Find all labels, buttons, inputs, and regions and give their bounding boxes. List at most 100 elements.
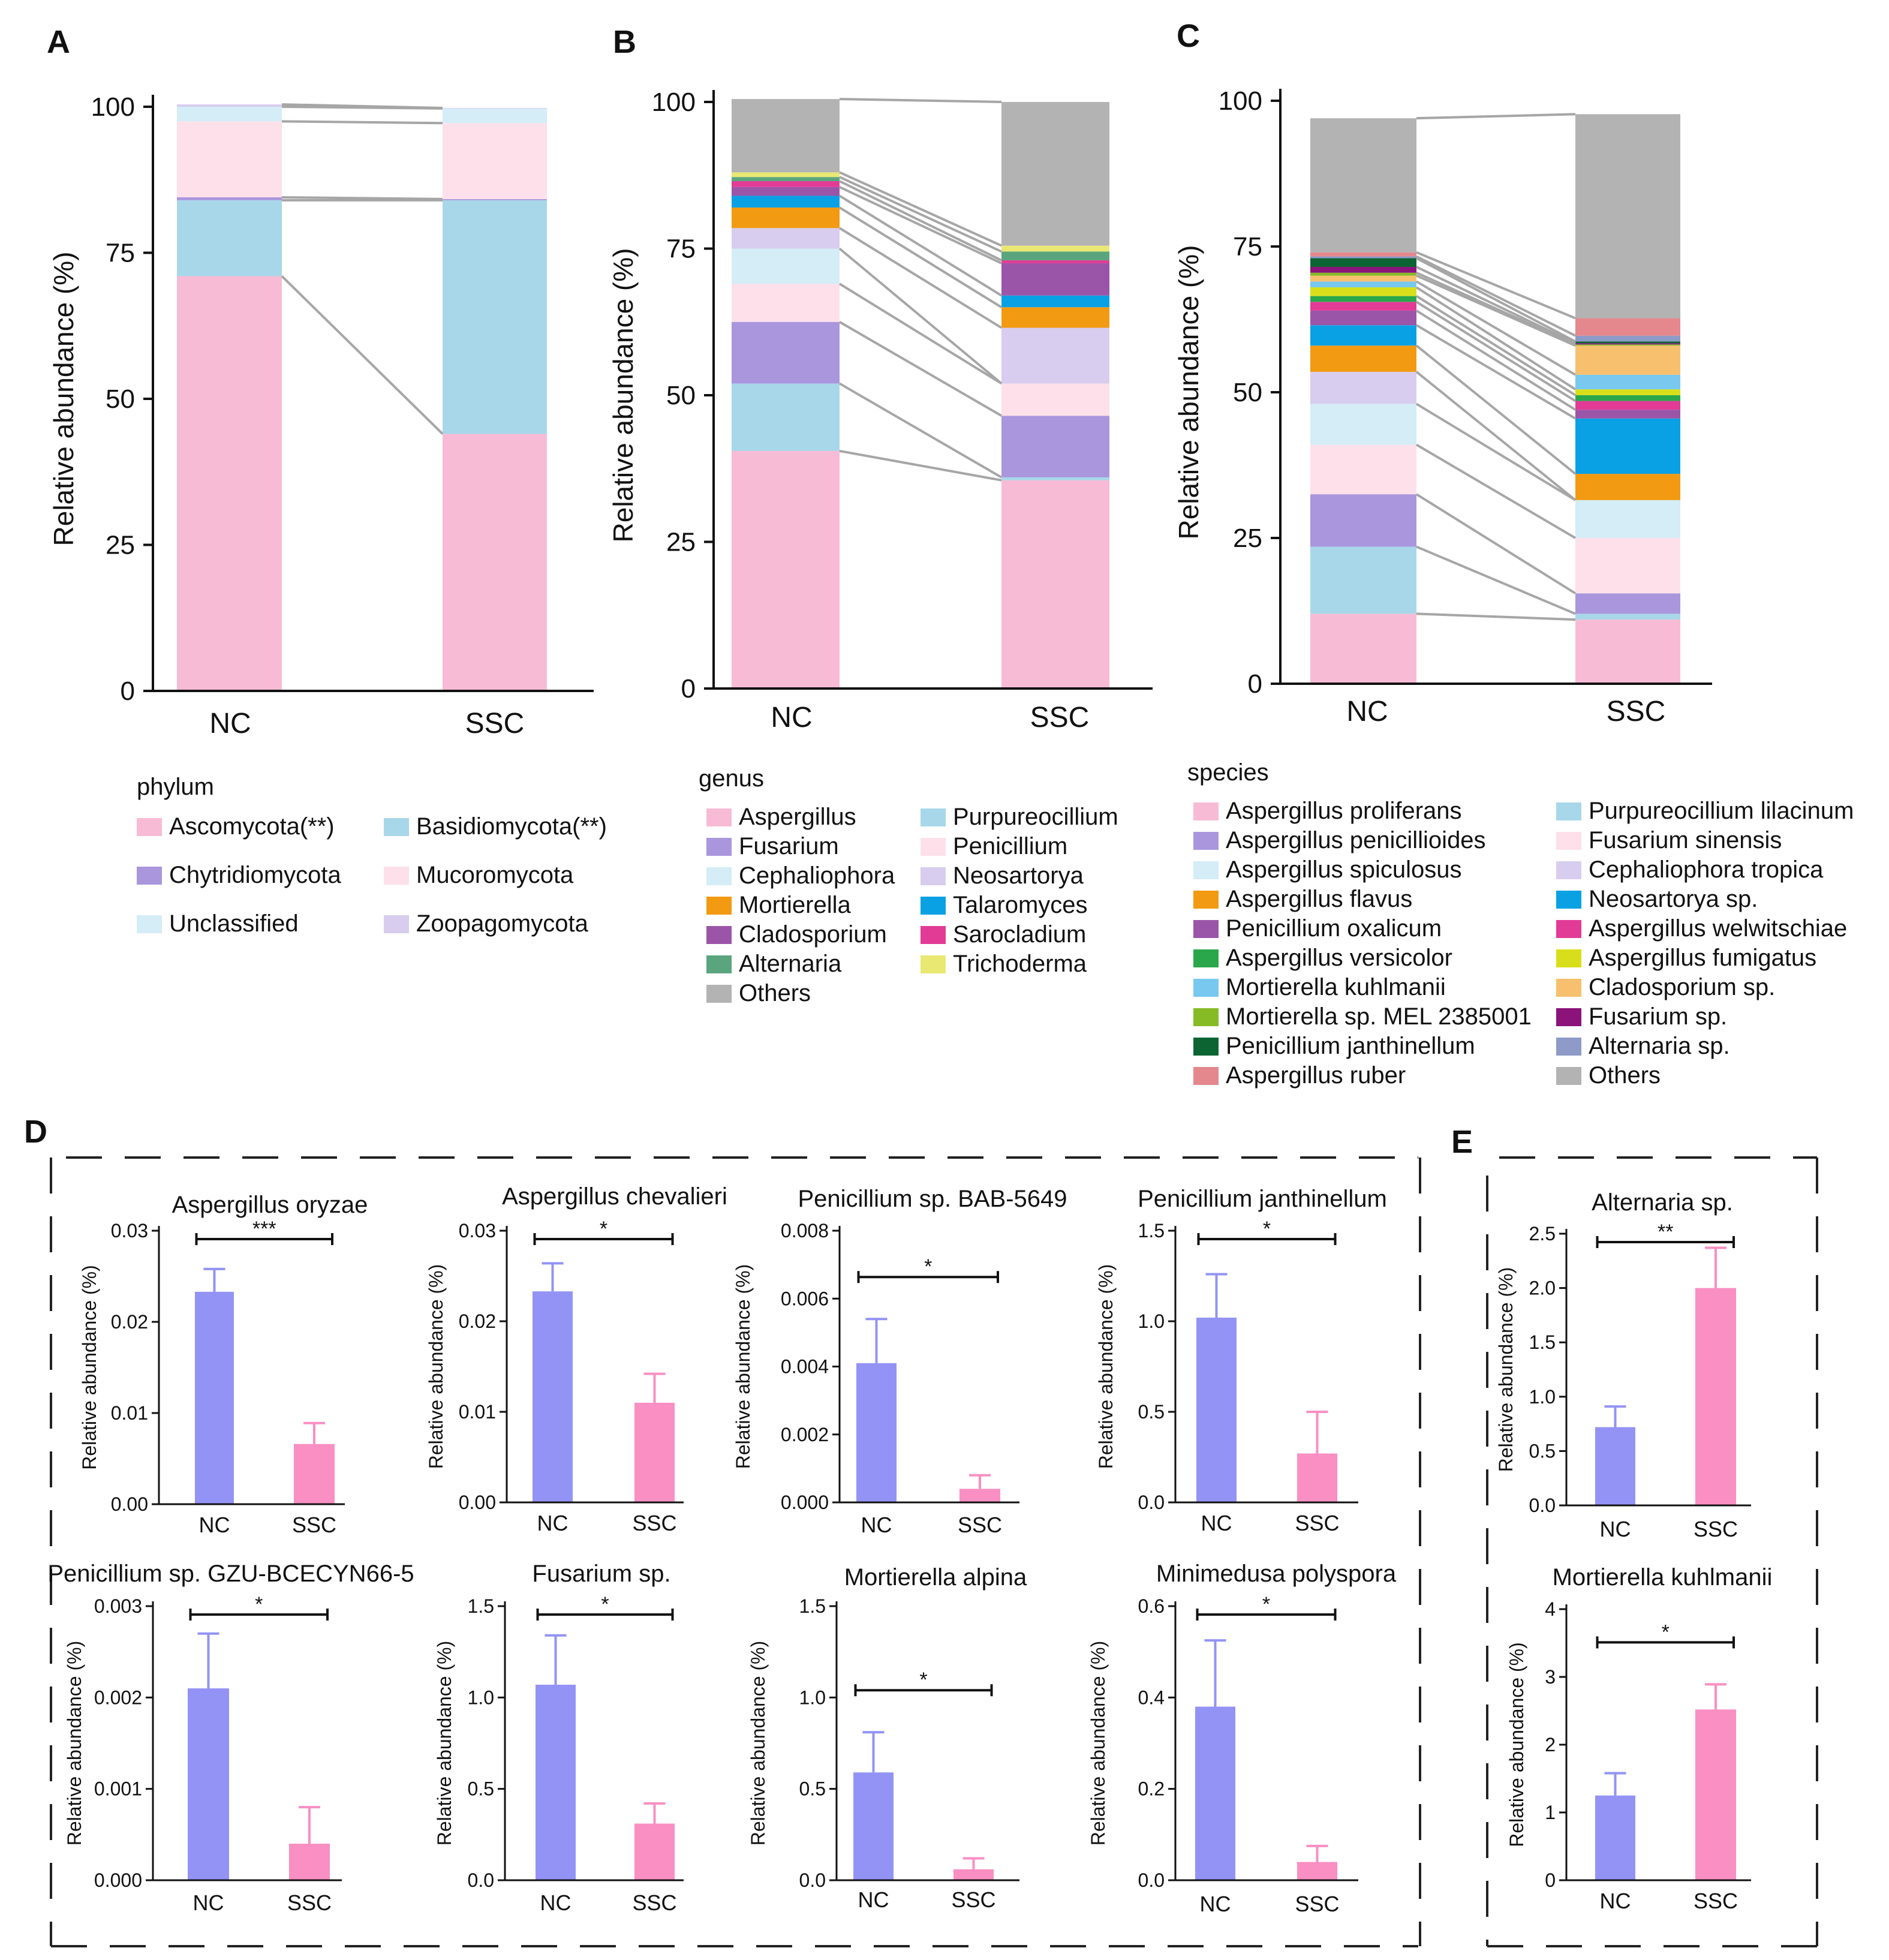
legend-label: Penicillium oxalicum	[1226, 915, 1442, 942]
legend-label: Others	[1589, 1062, 1661, 1089]
y-tick-label: 0.02	[459, 1310, 496, 1332]
legend-label: Fusarium sp.	[1589, 1003, 1728, 1030]
stack-segment-nc-penicillium-janthinellum	[1310, 258, 1416, 267]
y-tick-label: 1.0	[1529, 1386, 1556, 1408]
legend-swatch	[1556, 1008, 1581, 1026]
bar-nc	[533, 1291, 573, 1502]
stack-segment-nc-sarocladium	[732, 181, 840, 187]
y-tick-label: 100	[652, 88, 696, 117]
stack-segment-nc-zoopagomycota	[177, 104, 282, 107]
connector-line	[838, 321, 1003, 417]
y-tick-label: 0.000	[94, 1869, 142, 1891]
x-tick-label: SSC	[1295, 1511, 1339, 1535]
y-tick-label: 4	[1545, 1598, 1556, 1620]
stack-segment-nc-talaromyces	[732, 196, 840, 208]
bar-nc	[195, 1291, 234, 1504]
chart-title: Mortierella alpina	[844, 1564, 1027, 1591]
legend-item: Penicillium	[921, 833, 1067, 860]
legend-swatch	[921, 837, 946, 856]
legend-item: Unclassified	[137, 910, 299, 937]
legend-label: Aspergillus penicillioides	[1226, 827, 1486, 853]
connector-line	[1415, 493, 1577, 595]
connector-line	[1415, 280, 1577, 376]
connector-line	[1415, 371, 1577, 501]
legend-title: genus	[699, 765, 764, 792]
stacked-chart-A: 0 25 50 75 100 NC SSC Relative abundance (%)	[48, 92, 594, 739]
x-tick-label: SSC	[632, 1511, 676, 1535]
y-tick-label: 75	[666, 235, 696, 264]
connector-line	[1416, 255, 1576, 337]
connector-line	[838, 194, 1003, 297]
connector-line	[839, 180, 1002, 261]
y-tick-label: 0.00	[459, 1492, 496, 1513]
legend-item: Cladosporium	[706, 921, 887, 948]
chart-title: Penicillium janthinellum	[1138, 1186, 1387, 1212]
connector-line	[838, 247, 1003, 384]
legend-swatch	[1193, 861, 1219, 879]
y-tick-label: 0	[681, 674, 696, 704]
chart-title: Fusarium sp.	[532, 1561, 670, 1587]
stacked-chart-C: 0 25 50 75 100 NC SSC Relative abundance (%)	[1173, 86, 1712, 728]
y-tick-label: 0.00	[111, 1493, 148, 1515]
connector-line	[839, 98, 1002, 103]
y-axis-label: Relative abundance (%)	[732, 1264, 754, 1469]
legend-label: Basidiomycota(**)	[416, 813, 607, 840]
legend-label: Cladosporium	[739, 921, 887, 948]
legend-swatch	[1193, 1037, 1219, 1056]
bar-ssc	[1297, 1453, 1337, 1502]
legend-label: Chytridiomycota	[169, 862, 341, 888]
legend-item: Neosartorya sp.	[1556, 886, 1758, 913]
legend-swatch	[706, 984, 732, 1003]
y-axis-label: Relative abundance (%)	[1095, 1264, 1117, 1469]
stack-segment-nc-others	[1310, 118, 1416, 252]
stack-segment-ssc-purpureocillium	[1001, 477, 1109, 480]
y-tick-label: 2.0	[1529, 1277, 1556, 1299]
legend-swatch	[1556, 802, 1581, 820]
stack-segment-nc-aspergillus-fumigatus	[1310, 287, 1416, 296]
significance-label: ***	[252, 1218, 276, 1240]
stack-segment-nc-ascomycota-	[177, 276, 282, 692]
connector-line	[838, 282, 1003, 385]
bar-nc	[1595, 1427, 1635, 1505]
legend-swatch	[1556, 861, 1581, 879]
y-tick-label: 0.0	[1138, 1869, 1165, 1891]
chart-title: Aspergillus oryzae	[172, 1192, 368, 1218]
legend-swatch	[384, 866, 409, 885]
legend-label: Penicillium janthinellum	[1226, 1033, 1475, 1059]
stack-segment-ssc-aspergillus-welwitschiae	[1575, 401, 1680, 410]
significance-label: *	[1662, 1621, 1670, 1643]
x-tick-label: SSC	[951, 1887, 995, 1912]
stack-segment-ssc-talaromyces	[1001, 295, 1109, 308]
legend-swatch	[1193, 890, 1219, 909]
stacked-chart-B: 0 25 50 75 100 NC SSC Relative abundance (%)	[607, 88, 1153, 734]
y-tick-label: 1.5	[1529, 1331, 1556, 1353]
connector-line	[1416, 113, 1576, 120]
bar-ssc	[1695, 1288, 1736, 1505]
stack-segment-nc-penicillium	[732, 284, 840, 322]
stack-segment-ssc-alternaria	[1001, 251, 1109, 261]
connector-line	[281, 275, 444, 435]
legend-item: Basidiomycota(**)	[384, 813, 607, 840]
legend-item: Zoopagomycota	[384, 910, 588, 937]
legend-item: Mortierella	[706, 892, 851, 919]
chart-title: Aspergillus chevalieri	[502, 1183, 727, 1210]
legend-item: Others	[1556, 1062, 1661, 1089]
significance-label: *	[601, 1593, 609, 1616]
legend-swatch	[137, 915, 162, 933]
x-tick-label: NC	[858, 1887, 889, 1912]
legend-label: Purpureocillium lilacinum	[1589, 798, 1854, 824]
stack-segment-ssc-penicillium-oxalicum	[1575, 410, 1680, 419]
y-tick-label: 25	[106, 531, 135, 560]
x-tick-label: SSC	[1030, 702, 1090, 734]
stack-segment-ssc-cladosporium	[1001, 263, 1109, 296]
y-tick-label: 0.000	[781, 1492, 829, 1513]
legend-item: Fusarium sinensis	[1556, 827, 1782, 854]
stack-segment-nc-neosartorya-sp-	[1310, 325, 1416, 346]
legend-swatch	[921, 925, 946, 944]
bar-ssc	[953, 1869, 994, 1880]
legend-item: Aspergillus spiculosus	[1193, 856, 1462, 883]
stack-segment-nc-aspergillus-versicolor	[1310, 296, 1416, 302]
bar-chart-D3: NC SSC 0.000 0.002 0.004 0.006 0.008 Relative a…	[732, 1186, 1067, 1537]
y-tick-label: 25	[666, 528, 696, 557]
